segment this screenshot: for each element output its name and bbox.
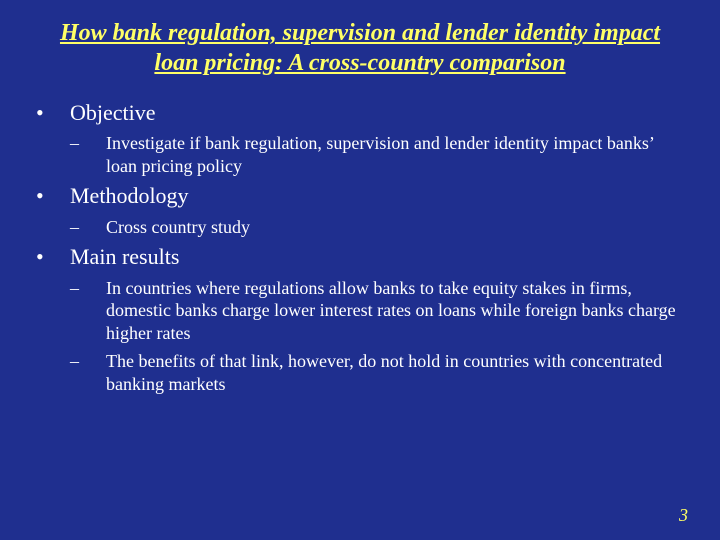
dash-icon: – <box>70 216 106 239</box>
section-heading-text: Main results <box>70 244 690 270</box>
section-item-text: Investigate if bank regulation, supervis… <box>106 132 690 177</box>
section-item: – The benefits of that link, however, do… <box>30 350 690 395</box>
dash-icon: – <box>70 132 106 177</box>
slide-title: How bank regulation, supervision and len… <box>30 18 690 78</box>
bullet-icon: • <box>30 183 70 209</box>
section-item-text: In countries where regulations allow ban… <box>106 277 690 345</box>
section-item-text: Cross country study <box>106 216 690 239</box>
bullet-icon: • <box>30 244 70 270</box>
slide-content: • Objective – Investigate if bank regula… <box>30 100 690 395</box>
section-item: – Investigate if bank regulation, superv… <box>30 132 690 177</box>
dash-icon: – <box>70 350 106 395</box>
section-heading: • Objective <box>30 100 690 126</box>
slide: How bank regulation, supervision and len… <box>0 0 720 540</box>
section-heading-text: Methodology <box>70 183 690 209</box>
bullet-icon: • <box>30 100 70 126</box>
dash-icon: – <box>70 277 106 345</box>
section-item: – Cross country study <box>30 216 690 239</box>
page-number: 3 <box>679 505 688 526</box>
section-heading: • Methodology <box>30 183 690 209</box>
section-item-text: The benefits of that link, however, do n… <box>106 350 690 395</box>
section-heading-text: Objective <box>70 100 690 126</box>
section-item: – In countries where regulations allow b… <box>30 277 690 345</box>
section-heading: • Main results <box>30 244 690 270</box>
